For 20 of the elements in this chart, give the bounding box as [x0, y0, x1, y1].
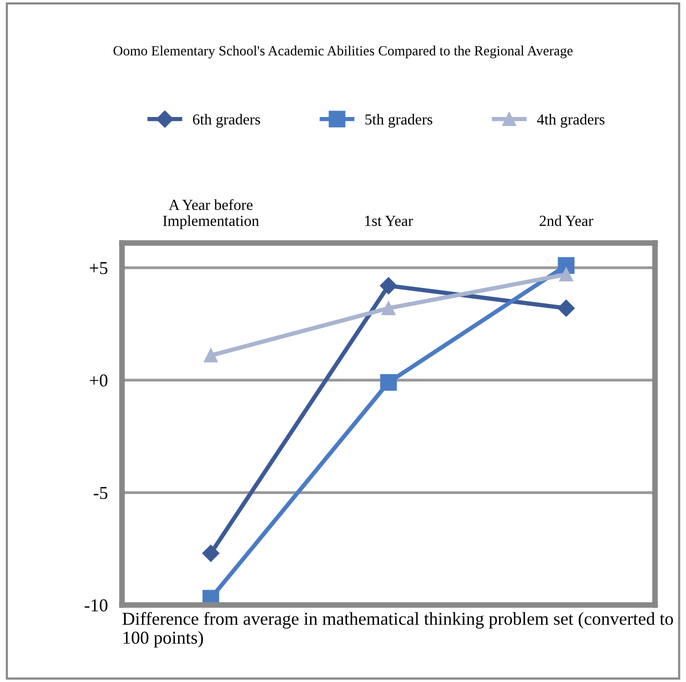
chart-title: Oomo Elementary School's Academic Abilities Compared to the Regional Average — [114, 46, 573, 58]
x-tick-label: 1st Year — [365, 216, 413, 226]
point — [380, 374, 397, 391]
point — [558, 300, 575, 317]
y-tick-label: +0 — [90, 374, 108, 387]
legend-label: 6th graders — [193, 114, 260, 128]
point — [204, 348, 218, 362]
point — [202, 544, 220, 562]
x-tick-label: 2nd Year — [540, 215, 594, 226]
legend-label: 4th graders — [537, 114, 604, 128]
point — [380, 277, 398, 294]
y-tick-label: +5 — [90, 262, 108, 274]
x-tick-label: A Year before Implementation — [163, 199, 259, 230]
text: Difference from average in mathematical thinking problem set (converted to 100 points) — [122, 612, 673, 648]
y-tick-label: -10 — [84, 599, 108, 612]
legend-label: 5th graders — [365, 114, 432, 128]
point — [382, 301, 396, 316]
point — [559, 268, 574, 282]
point — [558, 257, 574, 274]
y-tick-label: -5 — [94, 487, 108, 500]
